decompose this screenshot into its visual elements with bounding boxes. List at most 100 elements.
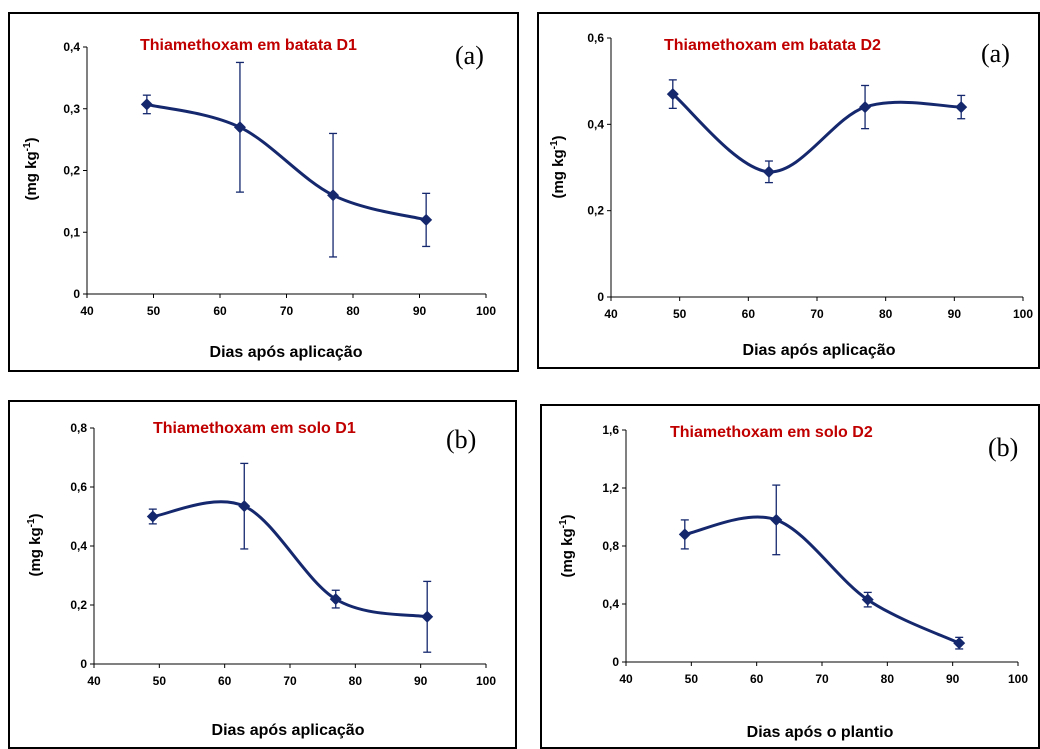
data-point: [238, 500, 251, 513]
data-point: [146, 510, 159, 523]
x-axis-label: Dias após aplicação: [743, 342, 896, 359]
y-tick-label: 0,2: [63, 164, 80, 178]
y-tick-label: 0,2: [587, 204, 604, 218]
x-tick-label: 100: [476, 304, 496, 318]
y-axis-label: (mg kg-1): [22, 137, 40, 200]
y-tick-label: 0: [597, 290, 604, 304]
y-tick-label: 0,4: [70, 539, 87, 553]
y-axis-label-sup: -1: [558, 519, 569, 528]
y-tick-label: 0,3: [63, 102, 80, 116]
data-point: [666, 88, 679, 101]
data-point: [678, 528, 691, 541]
x-tick-label: 100: [1008, 672, 1028, 686]
y-tick-label: 1,6: [602, 423, 619, 437]
x-tick-label: 100: [476, 674, 496, 688]
panel-label: (b): [988, 433, 1018, 462]
chart-svg-solo-d1: 0 0,2 0,4 0,6 0,8 40 50 60 70 80 90 100 Thiamethoxam…: [26, 420, 496, 739]
y-axis-label-base: (mg kg: [550, 149, 567, 198]
y-tick-label: 0: [80, 657, 87, 671]
data-point: [420, 213, 433, 226]
y-tick-label: 0,4: [587, 117, 604, 131]
y-axis-label-tail: ): [550, 135, 567, 140]
data-point: [861, 593, 874, 606]
y-axis-label-sup: -1: [549, 140, 560, 149]
panel-label: (a): [981, 39, 1010, 68]
x-tick-label: 60: [218, 674, 232, 688]
data-point: [327, 189, 340, 202]
y-tick-label: 0,2: [70, 598, 87, 612]
series-line: [152, 500, 428, 619]
y-axis-label: (mg kg-1): [549, 135, 567, 198]
y-axis-label-base: (mg kg: [559, 528, 576, 577]
chart-svg-solo-d2: 0 0,4 0,8 1,2 1,6 40 50 60 70 80 90 100 Thiamethoxam…: [558, 423, 1028, 741]
chart-panel-solo-d1: 0 0,2 0,4 0,6 0,8 40 50 60 70 80 90 100 Thiamethoxam…: [8, 400, 517, 749]
series-line: [684, 515, 960, 645]
y-axis-label-sup: -1: [26, 518, 37, 527]
x-tick-label: 40: [80, 304, 94, 318]
chart-panel-batata-d2: 0 0,2 0,4 0,6 40 50 60 70 80 90 100 Thiamethoxam em…: [537, 12, 1040, 369]
x-tick-label: 50: [153, 674, 167, 688]
data-point: [140, 98, 153, 111]
x-tick-label: 60: [213, 304, 227, 318]
x-tick-label: 70: [815, 672, 829, 686]
chart-title: Thiamethoxam em solo D1: [153, 420, 356, 437]
y-axis-label-tail: ): [23, 137, 40, 142]
chart-title: Thiamethoxam em solo D2: [670, 424, 873, 441]
data-point: [233, 121, 246, 134]
y-axis-label: (mg kg-1): [558, 514, 576, 577]
y-axis-label: (mg kg-1): [26, 513, 44, 576]
x-tick-label: 70: [810, 307, 824, 321]
x-tick-label: 50: [673, 307, 687, 321]
chart-svg-batata-d1: 0 0,1 0,2 0,3 0,4 40 50 60 70 80 90 100 Thiamethoxam…: [22, 37, 496, 361]
data-point: [953, 637, 966, 650]
panel-label: (b): [446, 425, 476, 454]
y-tick-label: 0,6: [587, 31, 604, 45]
panel-label: (a): [455, 41, 484, 70]
chart-title: Thiamethoxam em batata D2: [664, 37, 881, 54]
y-axis-label-sup: -1: [22, 142, 33, 151]
x-axis-label: Dias após aplicação: [210, 344, 363, 361]
y-tick-label: 0,4: [602, 597, 619, 611]
x-tick-label: 80: [349, 674, 363, 688]
data-point: [770, 513, 783, 526]
y-tick-label: 0,8: [70, 421, 87, 435]
x-tick-label: 50: [147, 304, 161, 318]
y-axis-label-base: (mg kg: [27, 527, 44, 576]
x-tick-label: 70: [280, 304, 294, 318]
y-axis-label-tail: ): [559, 514, 576, 519]
y-tick-label: 0: [612, 655, 619, 669]
x-tick-label: 40: [619, 672, 633, 686]
data-point: [421, 610, 434, 623]
y-tick-label: 0,6: [70, 480, 87, 494]
x-tick-label: 80: [881, 672, 895, 686]
x-tick-label: 80: [879, 307, 893, 321]
y-tick-label: 0,8: [602, 539, 619, 553]
x-tick-label: 90: [948, 307, 962, 321]
y-tick-label: 0: [73, 287, 80, 301]
x-tick-label: 90: [946, 672, 960, 686]
chart-title: Thiamethoxam em batata D1: [140, 37, 357, 54]
y-tick-label: 1,2: [602, 481, 619, 495]
x-tick-label: 90: [414, 674, 428, 688]
data-point: [859, 101, 872, 114]
y-tick-label: 0,1: [63, 225, 80, 239]
x-tick-label: 90: [413, 304, 427, 318]
x-tick-label: 40: [87, 674, 101, 688]
data-point: [762, 165, 775, 178]
x-tick-label: 60: [742, 307, 756, 321]
x-tick-label: 80: [346, 304, 360, 318]
y-axis-label-tail: ): [27, 513, 44, 518]
chart-panel-batata-d1: 0 0,1 0,2 0,3 0,4 40 50 60 70 80 90 100 Thiamethoxam…: [8, 12, 519, 372]
x-axis-label: Dias após o plantio: [747, 724, 894, 741]
chart-panel-solo-d2: 0 0,4 0,8 1,2 1,6 40 50 60 70 80 90 100 Thiamethoxam…: [540, 404, 1040, 749]
series-line: [146, 102, 427, 222]
data-point: [329, 593, 342, 606]
chart-svg-batata-d2: 0 0,2 0,4 0,6 40 50 60 70 80 90 100 Thiamethoxam em…: [549, 31, 1033, 359]
x-axis-label: Dias após aplicação: [212, 722, 365, 739]
data-point: [955, 101, 968, 114]
x-tick-label: 50: [685, 672, 699, 686]
x-tick-label: 100: [1013, 307, 1033, 321]
x-tick-label: 70: [283, 674, 297, 688]
x-tick-label: 60: [750, 672, 764, 686]
y-tick-label: 0,4: [63, 40, 80, 54]
